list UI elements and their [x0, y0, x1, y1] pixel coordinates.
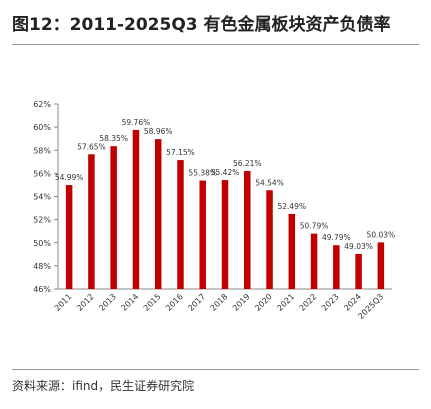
- data-label: 58.35%: [99, 134, 128, 143]
- x-tick-label: 2011: [53, 292, 74, 313]
- y-axis: 46% 48% 50% 52% 54% 56% 58% 60% 62%: [33, 100, 59, 294]
- data-label: 57.65%: [77, 142, 106, 151]
- y-tick-label: 50%: [33, 239, 51, 248]
- x-tick-label: 2012: [75, 292, 96, 313]
- bar: [355, 253, 362, 289]
- source-divider: [12, 369, 419, 370]
- bar: [288, 213, 296, 289]
- y-tick-label: 62%: [33, 100, 51, 109]
- y-tick-label: 48%: [33, 262, 51, 271]
- bar-chart: 46% 48% 50% 52% 54% 56% 58% 60% 62% 2011 2012 2013…: [33, 100, 395, 321]
- y-tick-label: 58%: [33, 146, 51, 155]
- x-tick-label: 2022: [298, 292, 319, 313]
- source-note: 资料来源：ifind，民生证券研究院: [12, 379, 195, 393]
- bar: [65, 185, 73, 289]
- bar: [88, 154, 95, 289]
- chart-title: 图12：2011-2025Q3 有色金属板块资产负债率: [12, 15, 391, 35]
- x-tick-label: 2017: [186, 292, 207, 313]
- data-label: 56.21%: [233, 159, 262, 168]
- x-tick-label: 2016: [164, 292, 185, 313]
- data-label: 55.38%: [188, 169, 217, 178]
- bar: [377, 242, 385, 289]
- x-tick-label: 2019: [231, 292, 252, 313]
- bar: [310, 233, 318, 289]
- bar: [154, 139, 162, 289]
- y-tick-label: 54%: [33, 193, 51, 202]
- data-labels: 54.99% 57.65%58.35% 59.76%58.96% 57.15% 55.3…: [55, 118, 395, 251]
- bar: [132, 129, 140, 289]
- y-tick-label: 56%: [33, 169, 51, 178]
- data-label: 59.76%: [122, 118, 151, 127]
- bar: [266, 190, 273, 289]
- x-tick-label: 2018: [209, 292, 230, 313]
- x-tick-label: 2021: [275, 292, 296, 313]
- y-tick-label: 52%: [33, 216, 51, 225]
- y-tick-label: 60%: [33, 123, 51, 132]
- x-tick-label: 2014: [120, 292, 141, 313]
- bars: [65, 129, 385, 289]
- x-tick-label: 2015: [142, 292, 163, 313]
- y-tick-label: 46%: [33, 285, 51, 294]
- data-label: 57.15%: [166, 148, 195, 157]
- data-label: 50.03%: [367, 230, 396, 239]
- bar: [110, 146, 117, 289]
- x-axis: 2011 2012 2013 2014 2015 2016 2017 2018 2019 2020…: [53, 288, 392, 321]
- x-tick-label: 2013: [97, 292, 118, 313]
- title-divider: [12, 44, 419, 45]
- bar: [244, 170, 251, 289]
- data-label: 50.79%: [300, 222, 329, 231]
- data-label: 52.49%: [277, 202, 306, 211]
- bar: [221, 180, 229, 289]
- data-label: 49.03%: [344, 242, 373, 251]
- data-label: 54.54%: [255, 178, 284, 187]
- bar: [199, 180, 206, 289]
- data-label: 55.42%: [211, 168, 240, 177]
- data-label: 58.96%: [144, 127, 173, 136]
- bar: [333, 245, 340, 289]
- data-label: 54.99%: [55, 173, 84, 182]
- bar: [177, 160, 184, 289]
- x-tick-label: 2023: [320, 292, 341, 313]
- data-label: 49.79%: [322, 233, 351, 242]
- x-tick-label: 2020: [253, 292, 274, 313]
